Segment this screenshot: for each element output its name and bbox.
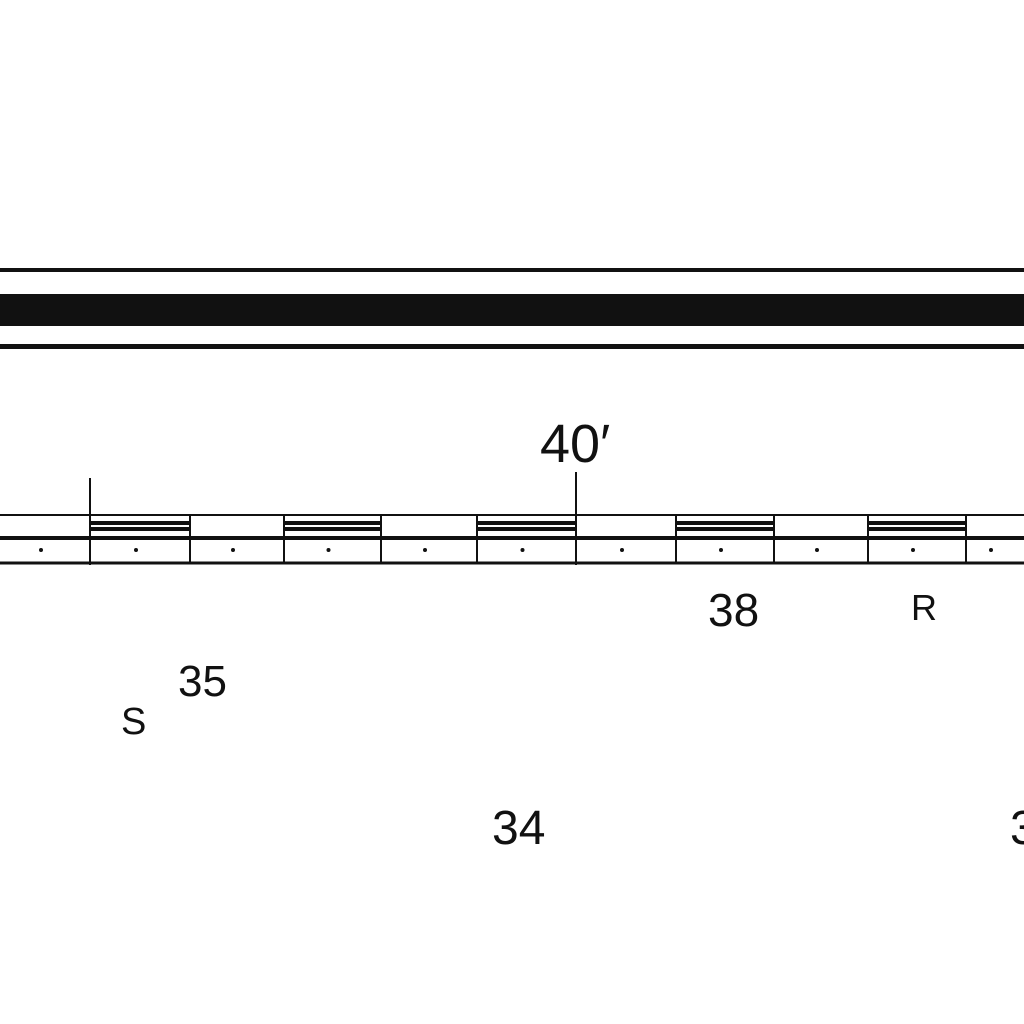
strip-segment-bar — [90, 527, 190, 531]
strip-segment-dot — [520, 548, 525, 552]
strip-segment-dot — [815, 548, 819, 552]
layer-stack — [0, 268, 1024, 349]
strip-segment-dot — [231, 548, 235, 552]
strip-segment-dot — [326, 548, 331, 552]
strip-segment-dot — [911, 548, 915, 552]
top-thin-line — [0, 268, 1024, 272]
bottom-thin-line — [0, 344, 1024, 349]
strip-segment-bar — [676, 521, 774, 525]
reference-letter-r: R — [911, 587, 937, 628]
reference-numeral-38: 38 — [708, 584, 759, 636]
strip-segment-dot — [719, 548, 723, 552]
reference-numeral-partial: 3 — [1010, 802, 1024, 855]
dimension-label: 40′ — [540, 414, 610, 474]
reference-numeral-35: 35 — [178, 657, 227, 706]
strip-segment-dot — [620, 548, 624, 552]
strip-segment-dot — [423, 548, 427, 552]
middle-thick-band — [0, 294, 1024, 326]
strip-segment-bar — [477, 527, 576, 531]
strip-segment-dot — [989, 548, 993, 552]
strip-segment-bar — [284, 527, 381, 531]
reference-letter-s: S — [121, 701, 146, 743]
strip-segment-bar — [284, 521, 381, 525]
strip-segment-bar — [90, 521, 190, 525]
strip-segment-bar — [868, 521, 966, 525]
segmented-strip — [0, 514, 1024, 565]
strip-segment-dot — [39, 548, 43, 552]
strip-segment-bar — [676, 527, 774, 531]
reference-numeral-34: 34 — [492, 802, 545, 855]
strip-segment-dot — [134, 548, 138, 552]
strip-segment-bar — [868, 527, 966, 531]
strip-segment-bar — [477, 521, 576, 525]
